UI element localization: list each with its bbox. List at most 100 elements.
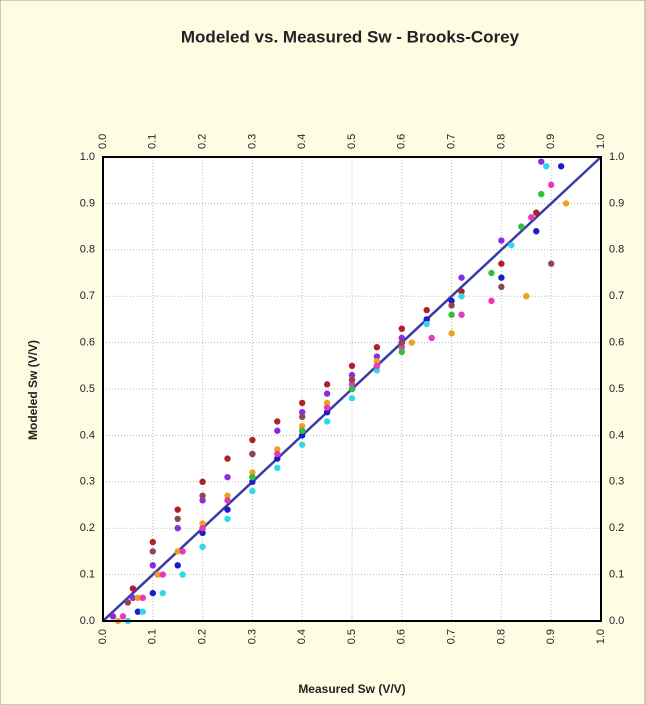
data-point [149,562,156,569]
y-tick-label: 0.1 [80,569,95,581]
data-point [174,548,181,555]
y2-tick-label: 0.0 [609,615,624,627]
x2-tick-label: 0.5 [346,134,358,149]
data-point [428,334,435,342]
data-point [543,163,550,170]
data-point [423,306,430,314]
data-point [518,223,525,230]
x2-tick-label: 0.3 [246,134,258,149]
data-point [274,446,281,453]
x2-tick-label: 1.0 [595,134,607,149]
data-point [458,274,465,281]
data-point [373,344,381,351]
data-point [373,357,381,365]
data-point [199,520,206,527]
data-point [498,283,505,291]
data-point [398,348,405,356]
y-tick-label: 0.2 [80,522,95,534]
data-point [224,506,231,513]
y-tick-label: 0.4 [80,429,95,441]
y2-tick-label: 1.0 [609,151,624,163]
data-point [448,330,455,337]
data-point [508,241,515,249]
data-point [249,450,256,458]
data-point [249,469,256,476]
data-point [179,548,186,555]
data-point [274,427,281,434]
data-point [373,367,381,374]
data-point [348,385,356,393]
x-tick-label: 1.0 [595,629,607,644]
data-point [348,381,356,388]
data-point [373,362,381,369]
x2-tick-label: 0.0 [97,134,109,149]
plot-border [102,156,602,622]
x2-tick-label: 0.9 [545,134,557,149]
data-point [129,594,137,601]
data-point [174,506,181,513]
data-point [199,478,206,485]
data-point [323,418,331,425]
data-point [348,362,356,369]
data-point [548,260,555,267]
y-tick-label: 0.6 [80,337,95,349]
y-tick-label: 1.0 [80,151,95,163]
y2-tick-label: 0.5 [609,383,624,395]
data-point [523,293,530,300]
data-point [159,571,166,578]
data-point [249,473,256,481]
data-point [124,599,132,606]
x2-tick-label: 0.2 [197,134,209,149]
data-point [562,200,570,207]
data-point [448,297,455,305]
data-point [408,339,415,346]
x-tick-label: 0.5 [346,629,358,644]
x-tick-label: 0.8 [495,629,507,644]
data-point [224,473,231,481]
data-point [199,525,206,532]
data-point [139,608,147,615]
data-point [323,404,331,411]
x2-tick-label: 0.7 [446,134,458,149]
data-point [299,413,306,421]
x2-tick-label: 0.6 [396,134,408,149]
data-point [528,214,535,221]
data-point [398,344,405,351]
data-point [538,190,545,198]
data-point [129,585,137,592]
data-point [348,376,356,383]
data-point [274,464,281,472]
data-point [199,543,206,550]
data-point [149,548,156,555]
data-point [119,613,127,620]
data-point [323,399,331,407]
data-point [249,436,256,444]
data-point [488,297,495,305]
data-point [174,525,181,532]
data-point [134,594,142,601]
data-point [448,311,455,318]
data-point [109,613,117,620]
x-tick-label: 0.0 [97,629,109,644]
data-point [498,237,505,244]
data-point [299,409,306,416]
y-tick-label: 0.7 [80,290,95,302]
x-axis-label: Measured Sw (V/V) [298,682,405,696]
data-point [323,409,331,416]
x2-tick-label: 0.1 [147,134,159,149]
data-point [149,538,156,546]
data-point [423,320,430,328]
data-point [398,325,405,332]
y-tick-label: 0.9 [80,197,95,209]
y2-tick-label: 0.4 [609,429,624,441]
x2-tick-label: 0.8 [495,134,507,149]
data-point [249,487,256,495]
y2-tick-label: 0.9 [609,197,624,209]
x2-tick-label: 0.4 [296,134,308,149]
data-point [348,395,356,402]
x-tick-label: 0.1 [147,629,159,644]
data-point [199,529,206,537]
y-tick-label: 0.0 [80,615,95,627]
data-point [533,209,540,216]
